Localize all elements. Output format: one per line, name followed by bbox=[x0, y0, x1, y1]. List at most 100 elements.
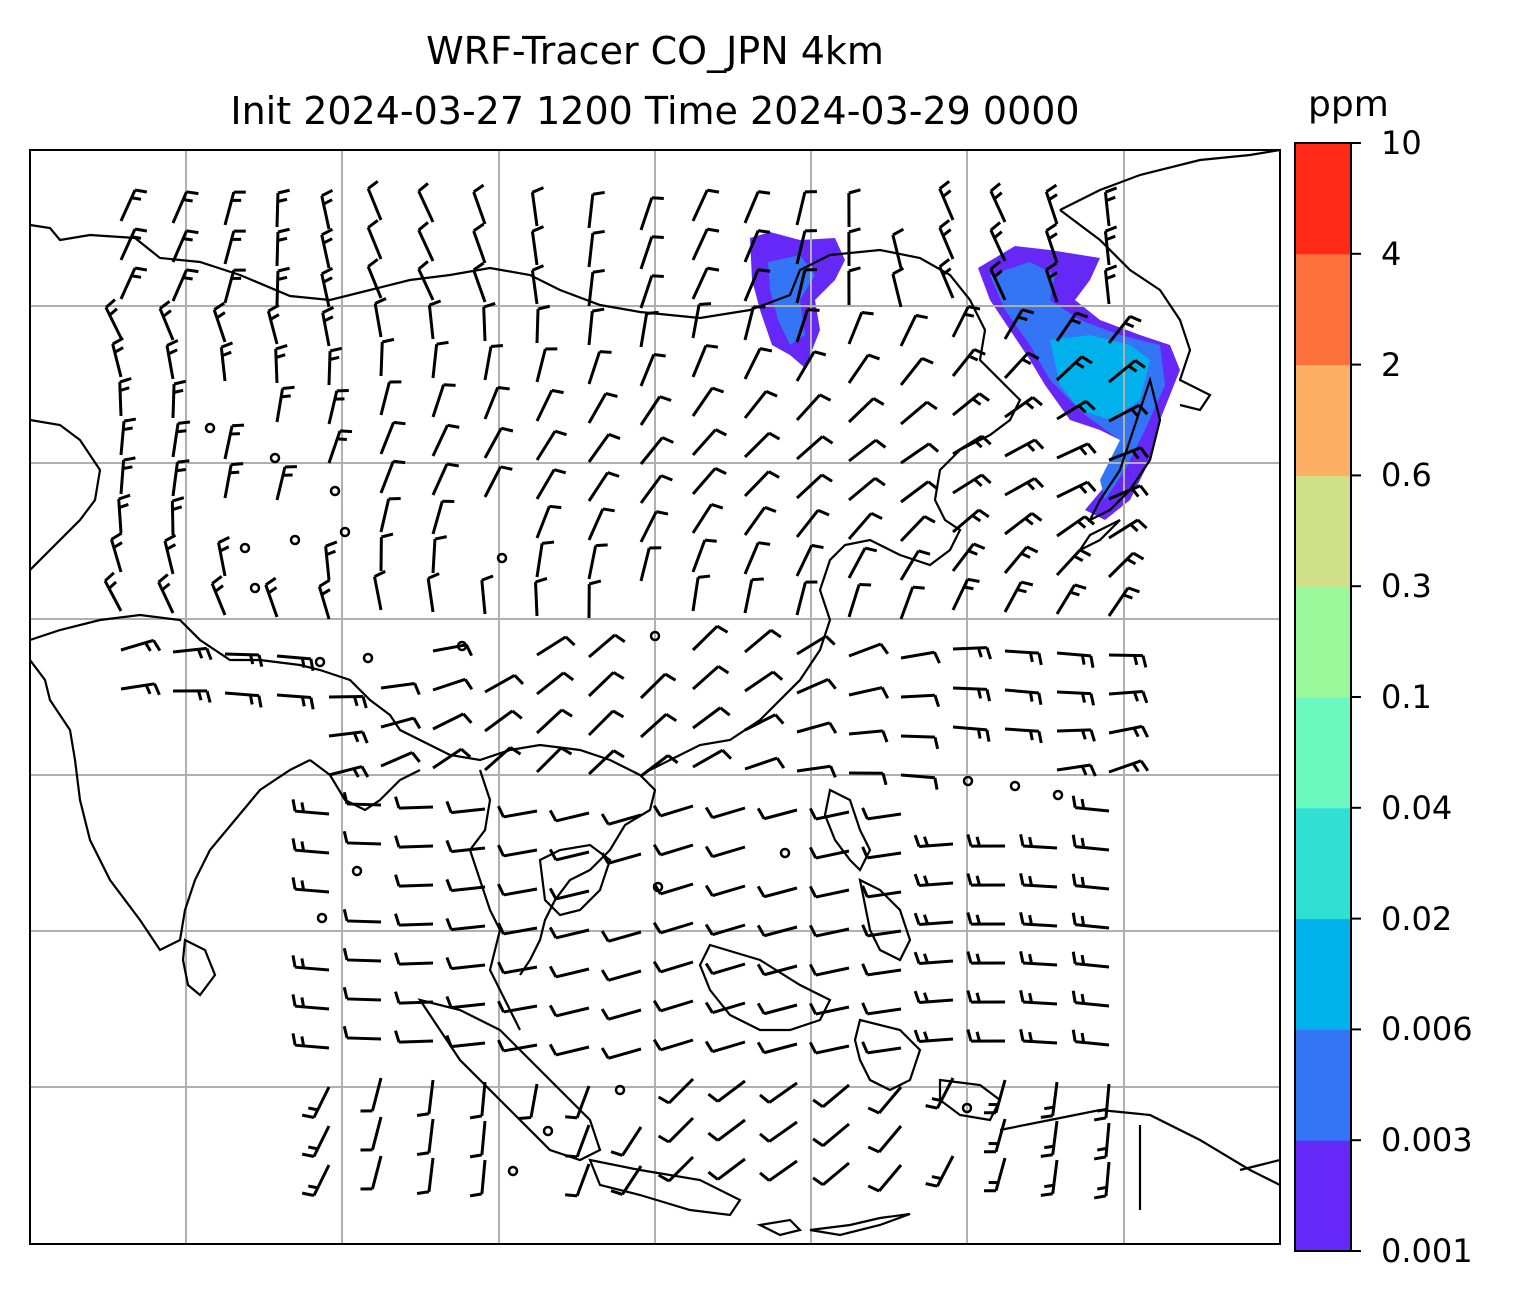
wind-barb-shaft bbox=[867, 890, 902, 899]
wind-barb-flag bbox=[767, 470, 780, 479]
wind-barb-flag bbox=[173, 379, 187, 386]
wind-barb-shaft bbox=[294, 965, 330, 972]
wind-barb-shaft bbox=[1022, 1039, 1058, 1045]
wind-barb-flag bbox=[1080, 954, 1086, 965]
wind-barb-shaft bbox=[1108, 690, 1144, 696]
wind-barb-shaft bbox=[796, 634, 827, 656]
wind-barb-shaft bbox=[366, 187, 383, 221]
wind-barb-flag bbox=[989, 182, 1002, 193]
wind-barb-flag bbox=[393, 420, 406, 426]
wind-barb-shaft bbox=[877, 1164, 903, 1192]
wind-barb-flag bbox=[608, 432, 621, 440]
wind-barb-shaft bbox=[744, 713, 777, 732]
wind-barb-flag bbox=[707, 1170, 719, 1181]
wind-barb-flag bbox=[1141, 725, 1149, 738]
wind-barb-shaft bbox=[346, 958, 382, 963]
wind-barb-flag bbox=[497, 1039, 505, 1052]
wind-barb-shaft bbox=[951, 578, 970, 611]
wind-barb-shaft bbox=[900, 480, 930, 504]
wind-barb-flag bbox=[300, 958, 306, 969]
wind-barb-shaft bbox=[711, 1001, 746, 1015]
wind-barb-flag bbox=[353, 696, 359, 707]
wind-barb-shaft bbox=[575, 1163, 591, 1197]
wind-barb-flag bbox=[1069, 590, 1080, 597]
wind-barb-flag bbox=[861, 310, 874, 316]
wind-barb-shaft bbox=[744, 756, 778, 771]
wind-barb-shaft bbox=[118, 381, 123, 417]
wind-barb-flag bbox=[861, 963, 869, 976]
wind-barb-flag bbox=[374, 297, 387, 305]
wind-barb-shaft bbox=[743, 470, 770, 498]
wind-barb-flag bbox=[108, 580, 118, 590]
wind-barb-shaft bbox=[1108, 359, 1137, 384]
calm-circle bbox=[249, 582, 261, 594]
wind-barb-flag bbox=[756, 1041, 766, 1054]
colorbar-tick-label: 0.02 bbox=[1381, 899, 1453, 938]
wind-barb-shaft bbox=[621, 1126, 643, 1157]
wind-barb-flag bbox=[933, 777, 939, 790]
wind-barb-flag bbox=[161, 582, 171, 592]
wind-barb-shaft bbox=[171, 462, 179, 497]
wind-barb-shaft bbox=[639, 474, 663, 504]
wind-barb-flag bbox=[1026, 442, 1036, 452]
wind-barb-shaft bbox=[427, 305, 435, 340]
wind-barb-flag bbox=[1084, 400, 1096, 411]
wind-barb-shaft bbox=[716, 1118, 746, 1142]
wind-barb-flag bbox=[714, 428, 728, 437]
wind-barb-shaft bbox=[847, 584, 861, 618]
wind-barb-flag bbox=[828, 722, 838, 734]
coastline-segment bbox=[853, 1018, 922, 1092]
wind-barb-shaft bbox=[264, 584, 279, 618]
wind-barb-flag bbox=[119, 386, 130, 392]
wind-barb-shaft bbox=[621, 1165, 643, 1196]
wind-barb-flag bbox=[381, 532, 394, 539]
coastline-segment bbox=[756, 1218, 803, 1237]
wind-barb-flag bbox=[500, 465, 513, 471]
wind-barb-shaft bbox=[451, 846, 486, 854]
wind-barb-flag bbox=[826, 678, 837, 690]
wind-barb-shaft bbox=[210, 582, 227, 616]
wind-barb-flag bbox=[417, 260, 429, 271]
wind-barb-flag bbox=[659, 395, 672, 402]
wind-barb-shaft bbox=[431, 424, 449, 457]
wind-barb-flag bbox=[1126, 557, 1137, 566]
wind-barb-shaft bbox=[1107, 551, 1135, 579]
wind-barb-shaft bbox=[212, 309, 227, 343]
wind-barb-flag bbox=[118, 493, 131, 501]
wind-barb-flag bbox=[1129, 314, 1142, 323]
wind-barb-flag bbox=[300, 1036, 306, 1047]
wind-barb-flag bbox=[706, 266, 720, 272]
calm-circle bbox=[649, 630, 661, 642]
wind-barb-shaft bbox=[743, 191, 760, 224]
wind-barb-shaft bbox=[952, 725, 988, 732]
wind-barb-flag bbox=[1026, 481, 1036, 491]
wind-barb-shaft bbox=[796, 677, 829, 695]
wind-barb-shaft bbox=[1075, 1001, 1110, 1008]
wind-barb-shaft bbox=[472, 269, 487, 303]
wind-barb-shaft bbox=[534, 581, 539, 617]
wind-barb-shaft bbox=[900, 650, 935, 660]
wind-barb-flag bbox=[472, 261, 485, 272]
wind-barb-shaft bbox=[660, 960, 694, 974]
wind-barb-flag bbox=[821, 435, 834, 445]
wind-barb-shaft bbox=[432, 712, 465, 731]
wind-barb-shaft bbox=[484, 709, 514, 733]
wind-barb-flag bbox=[1028, 875, 1034, 886]
wind-barb-flag bbox=[922, 1031, 929, 1042]
wind-barb-shaft bbox=[224, 652, 260, 657]
wind-barb-flag bbox=[661, 436, 674, 444]
wind-barb-flag bbox=[1089, 729, 1096, 742]
wind-barb-shaft bbox=[482, 306, 487, 342]
wind-barb-flag bbox=[1078, 484, 1088, 495]
wind-barb-shaft bbox=[795, 393, 821, 422]
wind-barb-shaft bbox=[1004, 438, 1036, 458]
wind-barb-flag bbox=[848, 266, 861, 273]
wind-barb-flag bbox=[249, 654, 255, 665]
wind-barb-shaft bbox=[877, 1125, 903, 1153]
wind-barb-flag bbox=[751, 577, 764, 582]
wind-barb-flag bbox=[1089, 693, 1095, 706]
wind-barb-shaft bbox=[223, 464, 233, 499]
wind-barb-shaft bbox=[1056, 400, 1087, 421]
wind-barb-shaft bbox=[379, 381, 391, 416]
wind-barb-flag bbox=[342, 908, 349, 922]
